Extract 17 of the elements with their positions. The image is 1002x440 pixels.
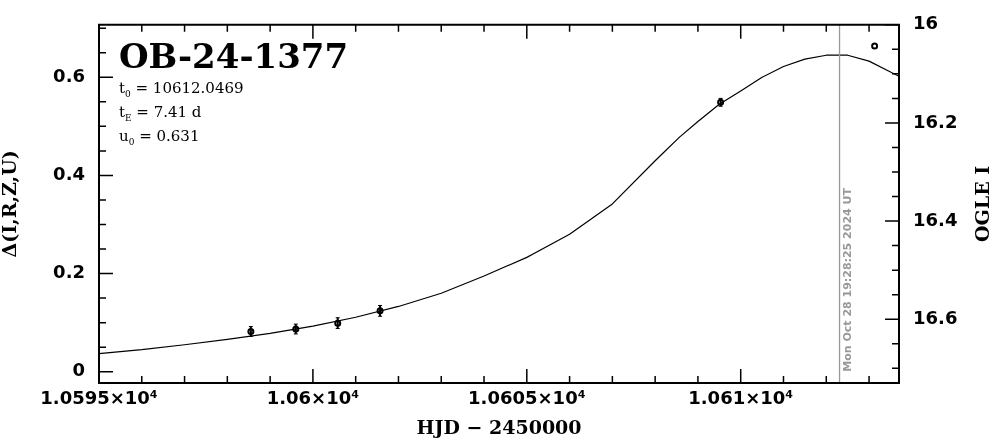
- chart-title: OB-24-1377: [119, 35, 349, 76]
- x-tick-label: 1.0595×10⁴: [40, 387, 158, 409]
- x-tick-label: 1.0605×10⁴: [468, 387, 586, 409]
- y2-tick-label: 16.4: [913, 208, 958, 230]
- y-tick-label: 0: [72, 359, 85, 381]
- y-tick-label: 0.2: [53, 261, 85, 283]
- y2-tick-label: 16.6: [913, 306, 958, 328]
- y-tick-label: 0.4: [53, 163, 85, 185]
- y-tick-label: 0.6: [53, 64, 85, 86]
- x-tick-label: 1.06×10⁴: [266, 387, 360, 409]
- x-tick-label: 1.061×10⁴: [688, 387, 794, 409]
- y2-tick-label: 16.2: [913, 110, 958, 132]
- y2-tick-label: 16: [913, 12, 939, 34]
- x-axis-title: HJD − 2450000: [416, 415, 582, 438]
- annotation: Mon Oct 28 19:28:25 2024 UT: [840, 187, 854, 372]
- y2-axis-title: OGLE I: [970, 165, 993, 242]
- y-axis-title: Δ(I,R,Z,U): [0, 150, 21, 258]
